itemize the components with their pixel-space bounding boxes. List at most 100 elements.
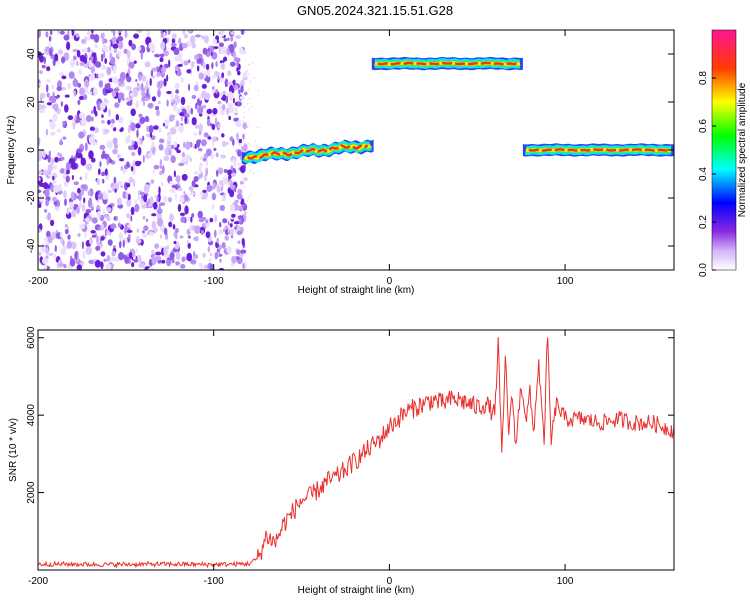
noise-speck — [111, 119, 115, 124]
noise-speck — [243, 91, 248, 96]
noise-speck — [229, 179, 233, 189]
noise-speck — [111, 30, 115, 33]
noise-speck — [67, 234, 71, 240]
noise-speck — [173, 48, 180, 56]
noise-speck — [229, 189, 235, 198]
noise-speck — [254, 140, 257, 142]
noise-speck — [51, 231, 56, 240]
noise-speck — [237, 240, 241, 244]
noise-speck — [240, 85, 244, 93]
noise-speck — [167, 197, 173, 202]
noise-speck — [150, 70, 154, 77]
noise-speck — [240, 165, 246, 174]
noise-speck — [59, 168, 66, 174]
x-tick-label: -100 — [204, 276, 224, 287]
noise-speck — [88, 59, 93, 69]
noise-speck — [79, 61, 85, 67]
noise-speck — [107, 239, 113, 246]
noise-speck — [172, 248, 179, 253]
noise-speck — [38, 182, 46, 187]
noise-speck — [208, 108, 212, 113]
noise-speck — [114, 102, 120, 108]
noise-speck — [249, 98, 251, 100]
noise-speck — [235, 35, 242, 39]
noise-speck — [47, 252, 54, 256]
noise-speck — [101, 114, 104, 118]
noise-speck — [176, 70, 182, 77]
noise-speck — [81, 241, 84, 250]
noise-speck — [99, 144, 106, 150]
noise-speck — [70, 210, 75, 217]
noise-speck — [142, 154, 145, 163]
noise-speck — [63, 34, 70, 41]
noise-speck — [194, 54, 199, 60]
noise-speck — [221, 133, 225, 138]
noise-speck — [215, 61, 218, 68]
noise-speck — [93, 55, 96, 65]
noise-speck — [106, 82, 111, 91]
noise-speck — [200, 139, 207, 147]
noise-speck — [106, 140, 113, 149]
noise-speck — [159, 170, 163, 176]
noise-speck — [120, 127, 124, 132]
noise-speck — [44, 236, 49, 243]
noise-speck — [173, 231, 178, 238]
noise-speck — [180, 158, 188, 163]
noise-speck — [161, 165, 165, 174]
noise-speck — [53, 184, 60, 193]
noise-speck — [108, 158, 113, 164]
noise-speck — [196, 65, 200, 72]
noise-speck — [160, 53, 165, 58]
noise-speck — [147, 267, 155, 270]
noise-speck — [215, 152, 219, 158]
noise-speck — [42, 257, 49, 265]
noise-speck — [180, 216, 186, 223]
noise-speck — [190, 259, 197, 265]
noise-speck — [247, 73, 250, 76]
noise-speck — [236, 101, 242, 107]
noise-speck — [38, 228, 42, 233]
noise-speck — [91, 116, 94, 122]
noise-speck — [38, 170, 43, 175]
noise-speck — [218, 42, 224, 48]
noise-speck — [201, 217, 207, 220]
noise-speck — [86, 47, 91, 53]
noise-speck — [222, 176, 228, 185]
noise-speck — [178, 37, 182, 46]
noise-speck — [126, 213, 131, 219]
colorbar-tick-label: 0.2 — [698, 215, 709, 229]
noise-speck — [87, 91, 93, 95]
noise-speck — [166, 37, 170, 43]
noise-speck — [143, 225, 149, 231]
noise-speck — [217, 76, 221, 80]
noise-speck — [133, 60, 137, 64]
noise-speck — [220, 110, 225, 116]
noise-speck — [224, 235, 230, 241]
noise-speck — [195, 34, 201, 38]
noise-speck — [93, 87, 98, 96]
noise-speck — [228, 174, 232, 179]
tone-peak — [247, 144, 369, 160]
snr-series-line — [38, 337, 674, 569]
noise-speck — [177, 203, 182, 212]
noise-speck — [152, 169, 155, 175]
noise-speck — [225, 95, 229, 104]
noise-speck — [94, 260, 101, 268]
noise-speck — [175, 228, 179, 233]
y-tick-label: 0 — [26, 147, 37, 153]
noise-speck — [137, 194, 141, 202]
noise-speck — [149, 196, 154, 204]
noise-speck — [117, 223, 122, 228]
noise-speck — [53, 103, 59, 112]
noise-speck — [133, 178, 136, 188]
noise-speck — [175, 89, 180, 94]
noise-speck — [199, 191, 204, 196]
noise-speck — [102, 208, 106, 215]
noise-speck — [57, 80, 62, 88]
noise-speck — [163, 31, 166, 39]
noise-speck — [238, 138, 243, 144]
noise-speck — [190, 216, 193, 223]
noise-speck — [57, 30, 61, 35]
noise-speck — [229, 136, 234, 142]
